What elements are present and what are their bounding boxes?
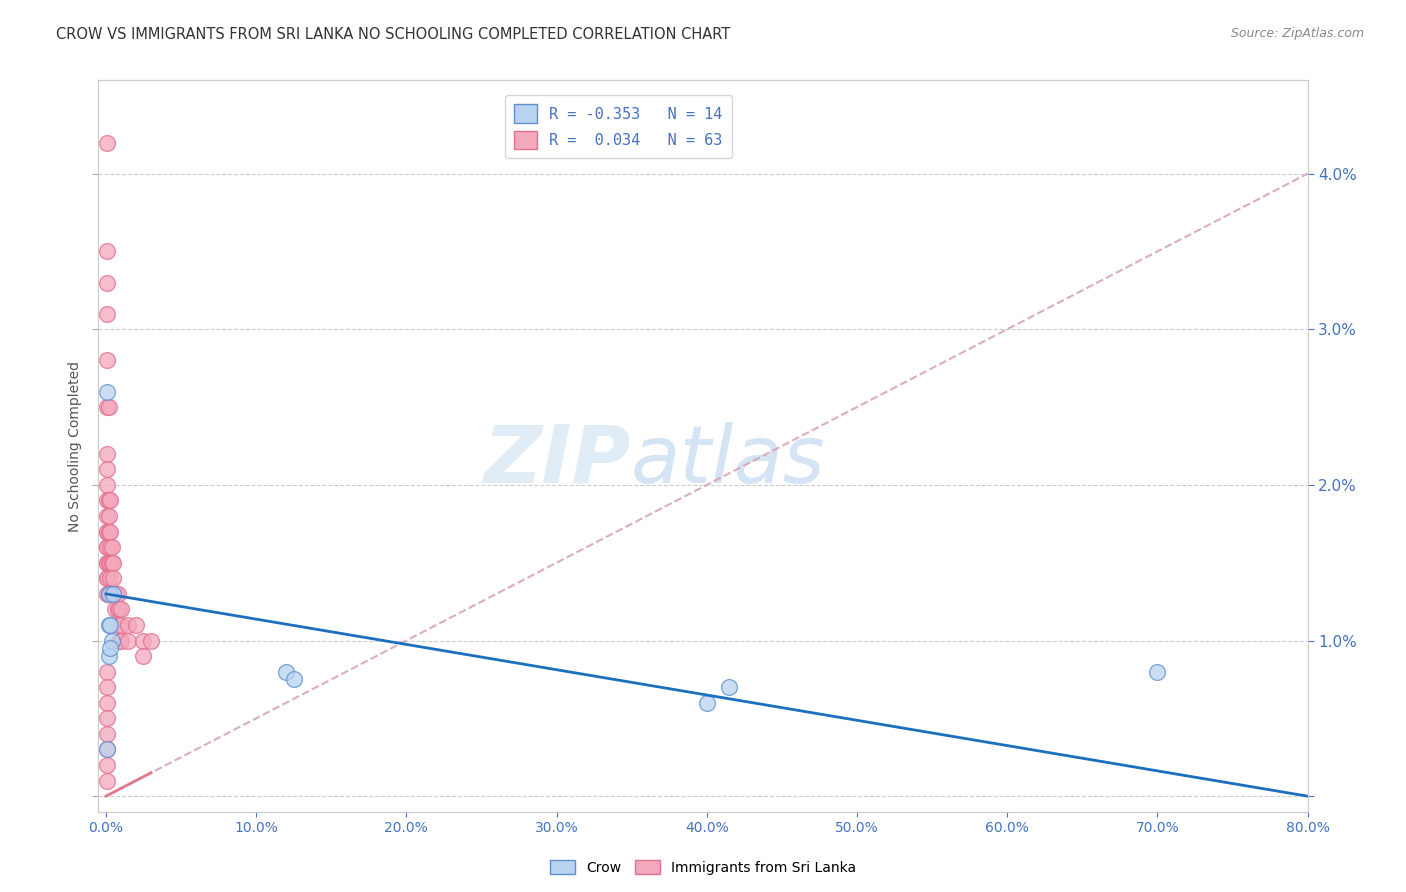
Point xyxy=(96,571,118,585)
Point xyxy=(276,665,298,679)
Point xyxy=(103,587,125,601)
Point xyxy=(96,773,118,788)
Point xyxy=(103,556,125,570)
Point xyxy=(96,556,118,570)
Point xyxy=(101,556,124,570)
Point xyxy=(96,742,118,756)
Point xyxy=(100,493,122,508)
Point xyxy=(97,556,120,570)
Point xyxy=(103,571,125,585)
Point xyxy=(96,509,118,524)
Y-axis label: No Schooling Completed: No Schooling Completed xyxy=(67,360,82,532)
Point xyxy=(110,633,132,648)
Legend: R = -0.353   N = 14, R =  0.034   N = 63: R = -0.353 N = 14, R = 0.034 N = 63 xyxy=(505,95,731,159)
Point xyxy=(103,587,125,601)
Point xyxy=(718,680,741,694)
Point xyxy=(96,447,118,461)
Point xyxy=(107,602,129,616)
Point xyxy=(101,587,124,601)
Point xyxy=(97,524,120,539)
Point xyxy=(96,540,118,554)
Point xyxy=(107,587,129,601)
Point xyxy=(96,587,118,601)
Point xyxy=(100,587,122,601)
Point xyxy=(97,400,120,414)
Text: atlas: atlas xyxy=(630,422,825,500)
Point xyxy=(96,711,118,725)
Point xyxy=(100,540,122,554)
Point xyxy=(100,524,122,539)
Point xyxy=(104,587,127,601)
Point xyxy=(96,727,118,741)
Point xyxy=(108,633,131,648)
Text: ZIP: ZIP xyxy=(484,422,630,500)
Point xyxy=(97,618,120,632)
Text: Source: ZipAtlas.com: Source: ZipAtlas.com xyxy=(1230,27,1364,40)
Point xyxy=(96,524,118,539)
Point xyxy=(97,587,120,601)
Point xyxy=(96,524,118,539)
Point xyxy=(96,384,118,399)
Point xyxy=(96,400,118,414)
Legend: Crow, Immigrants from Sri Lanka: Crow, Immigrants from Sri Lanka xyxy=(544,855,862,880)
Point xyxy=(1146,665,1168,679)
Point xyxy=(117,633,139,648)
Point xyxy=(696,696,718,710)
Point xyxy=(132,633,155,648)
Point xyxy=(110,618,132,632)
Point xyxy=(96,462,118,476)
Point xyxy=(100,618,122,632)
Text: CROW VS IMMIGRANTS FROM SRI LANKA NO SCHOOLING COMPLETED CORRELATION CHART: CROW VS IMMIGRANTS FROM SRI LANKA NO SCH… xyxy=(56,27,731,42)
Point xyxy=(101,633,124,648)
Point xyxy=(97,509,120,524)
Point xyxy=(117,618,139,632)
Point xyxy=(96,136,118,150)
Point xyxy=(108,602,131,616)
Point xyxy=(96,556,118,570)
Point xyxy=(96,307,118,321)
Point xyxy=(97,587,120,601)
Point xyxy=(104,602,127,616)
Point xyxy=(96,493,118,508)
Point xyxy=(132,649,155,664)
Point xyxy=(96,478,118,492)
Point xyxy=(108,618,131,632)
Point xyxy=(96,244,118,259)
Point xyxy=(96,540,118,554)
Point xyxy=(97,649,120,664)
Point xyxy=(101,540,124,554)
Point xyxy=(100,556,122,570)
Point xyxy=(96,571,118,585)
Point xyxy=(96,680,118,694)
Point xyxy=(97,493,120,508)
Point xyxy=(110,602,132,616)
Point xyxy=(96,742,118,756)
Point xyxy=(96,353,118,368)
Point xyxy=(100,571,122,585)
Point xyxy=(125,618,148,632)
Point xyxy=(96,758,118,772)
Point xyxy=(283,673,305,687)
Point xyxy=(100,641,122,656)
Point xyxy=(139,633,162,648)
Point xyxy=(96,696,118,710)
Point xyxy=(96,276,118,290)
Point xyxy=(105,587,128,601)
Point xyxy=(96,665,118,679)
